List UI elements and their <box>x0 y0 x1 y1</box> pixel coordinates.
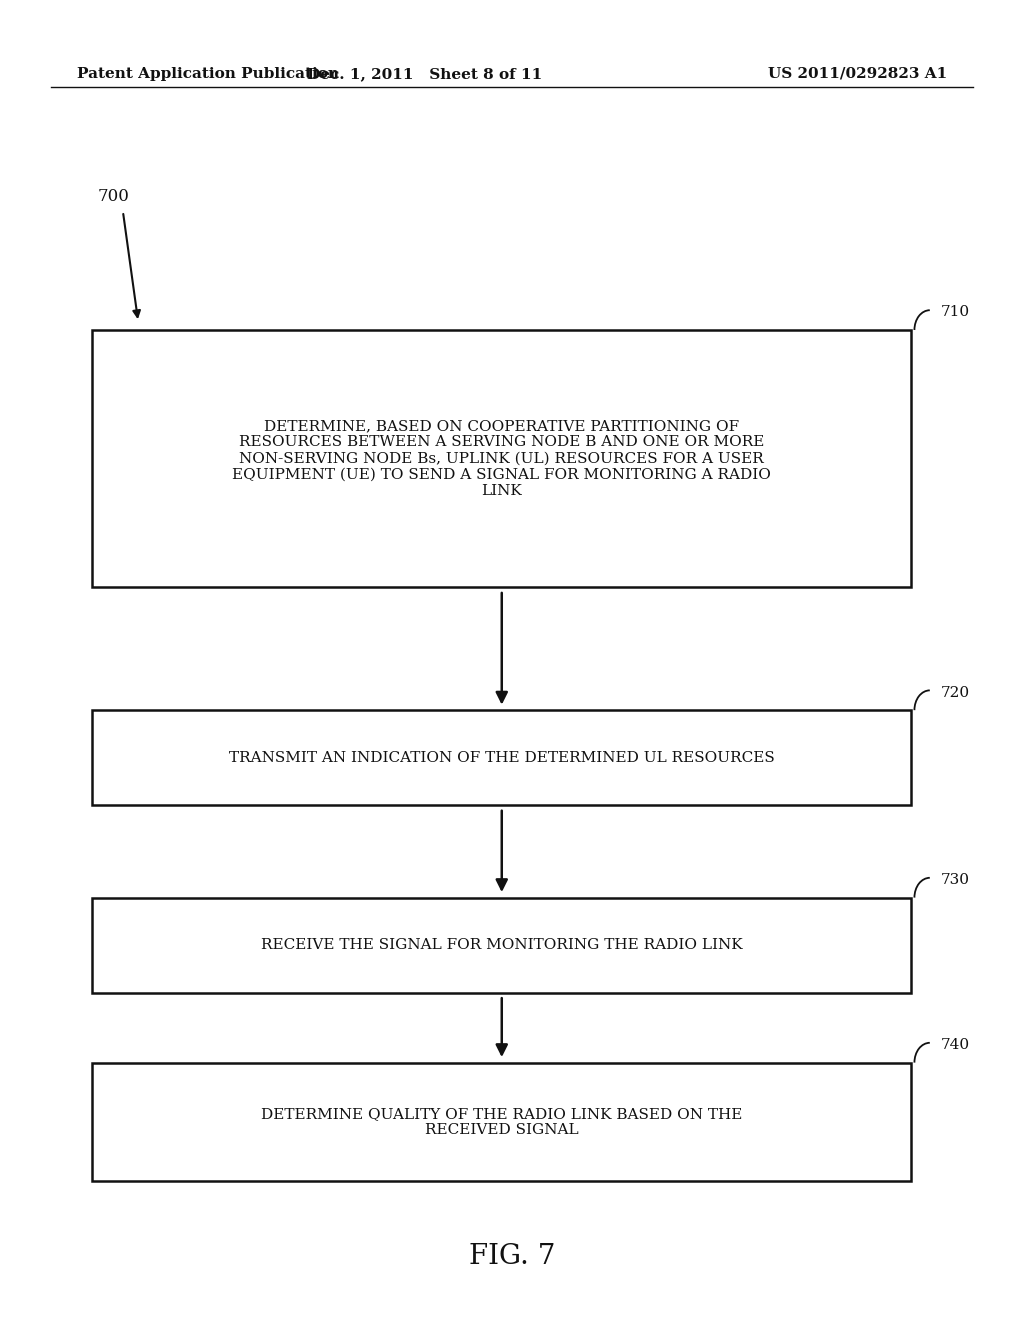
Text: 730: 730 <box>940 873 970 887</box>
Bar <box>92 1063 911 1181</box>
Text: TRANSMIT AN INDICATION OF THE DETERMINED UL RESOURCES: TRANSMIT AN INDICATION OF THE DETERMINED… <box>229 751 774 764</box>
Text: 710: 710 <box>940 305 970 319</box>
Bar <box>92 330 911 587</box>
Text: FIG. 7: FIG. 7 <box>469 1243 555 1270</box>
Text: Dec. 1, 2011   Sheet 8 of 11: Dec. 1, 2011 Sheet 8 of 11 <box>307 67 543 81</box>
Text: 740: 740 <box>940 1038 970 1052</box>
Bar <box>92 898 911 993</box>
Text: DETERMINE, BASED ON COOPERATIVE PARTITIONING OF
RESOURCES BETWEEN A SERVING NODE: DETERMINE, BASED ON COOPERATIVE PARTITIO… <box>232 420 771 498</box>
Text: US 2011/0292823 A1: US 2011/0292823 A1 <box>768 67 947 81</box>
Text: RECEIVE THE SIGNAL FOR MONITORING THE RADIO LINK: RECEIVE THE SIGNAL FOR MONITORING THE RA… <box>261 939 742 952</box>
Bar <box>92 710 911 805</box>
Text: 720: 720 <box>940 685 970 700</box>
Text: 700: 700 <box>97 187 129 205</box>
Text: DETERMINE QUALITY OF THE RADIO LINK BASED ON THE
RECEIVED SIGNAL: DETERMINE QUALITY OF THE RADIO LINK BASE… <box>261 1107 742 1137</box>
Text: Patent Application Publication: Patent Application Publication <box>77 67 339 81</box>
